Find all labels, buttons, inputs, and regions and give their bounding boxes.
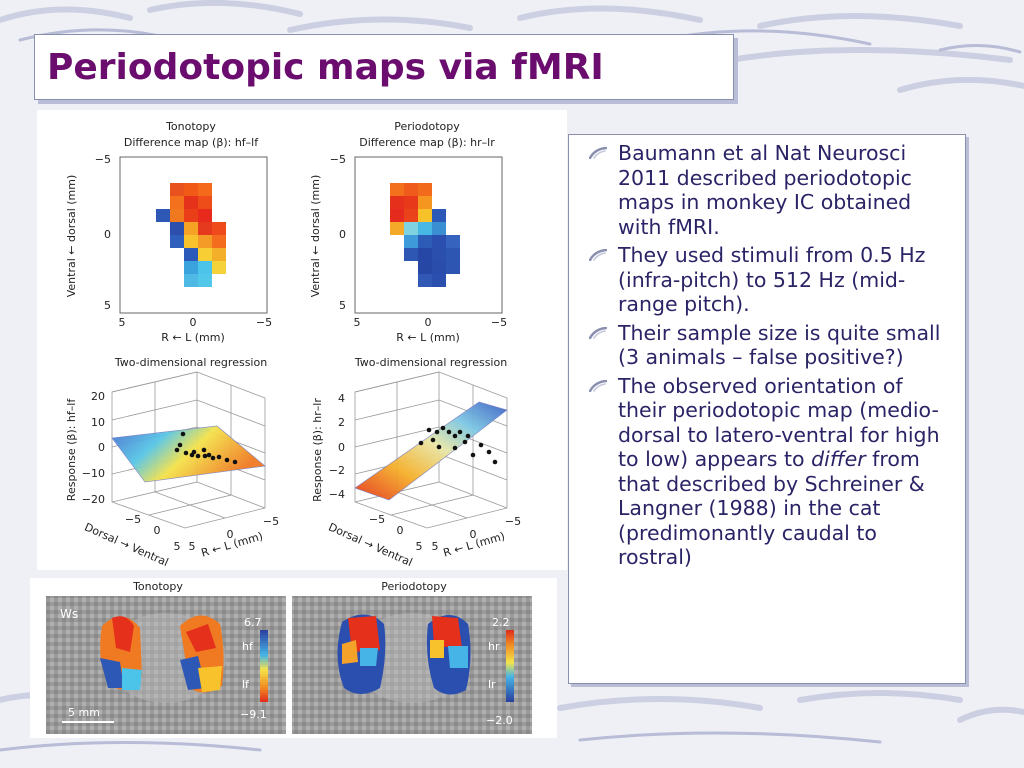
tonotopy-ztick-5: −20 <box>82 493 105 506</box>
periodotopy-regression-zlabel: Response (β): hr–lr <box>311 398 324 502</box>
bullet-text-1: Baumann et al Nat Neurosci 2011 describe… <box>618 141 912 239</box>
periodotopy-colorbar-lo: lr <box>488 678 496 691</box>
tonotopy-ylabel: Ventral ← dorsal (mm) <box>65 175 78 298</box>
periodotopy-map-subtitle: Difference map (β): hr–lr <box>359 136 495 149</box>
periodotopy-ytick-2: 0 <box>339 228 346 241</box>
tonotopy-ztick-1: 20 <box>91 390 105 403</box>
periodotopy-rtick-2: 0 <box>470 528 477 541</box>
periodotopy-dtick-1: −5 <box>369 513 385 526</box>
periodotopy-dtick-2: 0 <box>397 524 404 537</box>
tonotopy-regression-zlabel: Response (β): hf–lf <box>65 398 78 502</box>
figure-svg-bottom: Tonotopy Periodotopy Ws 5 mm 6.7 hf lf −… <box>46 580 532 734</box>
periodotopy-xtick-3: −5 <box>491 316 507 329</box>
tonotopy-map-title: Tonotopy <box>165 120 216 133</box>
tonotopy-regression-title: Two-dimensional regression <box>114 356 267 369</box>
tonotopy-brain-slice: Ws 5 mm 6.7 hf lf −9.1 <box>46 596 286 734</box>
periodotopy-ytick-3: 5 <box>339 299 346 312</box>
tonotopy-xtick-1: 5 <box>119 316 126 329</box>
slide-title: Periodotopic maps via fMRI <box>47 47 604 88</box>
periodotopy-ytick-1: −5 <box>330 153 346 166</box>
tonotopy-colorbar-min: −9.1 <box>240 708 267 721</box>
periodotopy-colorbar-min: −2.0 <box>486 714 513 727</box>
scale-bar-label: 5 mm <box>68 706 100 719</box>
periodotopy-colorbar-max: 2.2 <box>492 616 510 629</box>
tonotopy-rtick-2: 0 <box>227 528 234 541</box>
periodotopy-xlabel: R ← L (mm) <box>396 331 460 344</box>
bullet-item-2: They used stimuli from 0.5 Hz (infra-pit… <box>581 243 951 317</box>
tonotopy-slice-title: Tonotopy <box>132 580 183 593</box>
bullet-text-2: They used stimuli from 0.5 Hz (infra-pit… <box>618 243 926 316</box>
periodotopy-slice-title: Periodotopy <box>381 580 447 593</box>
bullet-list: Baumann et al Nat Neurosci 2011 describe… <box>569 135 965 570</box>
bullet-text-4-emphasis: differ <box>811 447 866 471</box>
periodotopy-difference-map: Periodotopy Difference map (β): hr–lr −5… <box>309 120 507 344</box>
bullet-item-1: Baumann et al Nat Neurosci 2011 describe… <box>581 141 951 239</box>
tonotopy-xtick-3: −5 <box>256 316 272 329</box>
periodotopy-regression-plot: Two-dimensional regression 4 2 0 −2 −4 R… <box>311 356 521 569</box>
bullet-text-box: Baumann et al Nat Neurosci 2011 describe… <box>568 134 966 684</box>
tonotopy-ztick-2: 10 <box>91 416 105 429</box>
figure-maps-and-regressions: Tonotopy Difference map (β): hf–lf −5 0 <box>37 110 567 570</box>
tonotopy-ytick-1: −5 <box>95 153 111 166</box>
bullet-item-3: Their sample size is quite small (3 anim… <box>581 321 951 370</box>
tonotopy-colorbar-hi: hf <box>242 640 254 653</box>
bullet-text-3: Their sample size is quite small (3 anim… <box>618 320 941 370</box>
tonotopy-difference-map: Tonotopy Difference map (β): hf–lf −5 0 <box>65 120 272 344</box>
periodotopy-dtick-3: 5 <box>416 540 423 553</box>
tonotopy-subject-tag: Ws <box>60 607 78 621</box>
periodotopy-ztick-2: 2 <box>338 416 345 429</box>
periodotopy-xtick-1: 5 <box>354 316 361 329</box>
bullet-swoosh-icon <box>589 249 607 261</box>
figure-svg-top: Tonotopy Difference map (β): hf–lf −5 0 <box>65 120 521 569</box>
tonotopy-ztick-3: 0 <box>98 441 105 454</box>
bullet-text-4-post: from that described by Schreiner & Langn… <box>618 447 925 569</box>
tonotopy-regression-plot: Two-dimensional regression 20 10 0 −10 −… <box>65 356 279 569</box>
bullet-swoosh-icon <box>589 379 607 392</box>
tonotopy-ztick-4: −10 <box>82 467 105 480</box>
tonotopy-xlabel: R ← L (mm) <box>161 331 225 344</box>
periodotopy-map-title: Periodotopy <box>394 120 460 133</box>
figure-brain-slices: Tonotopy Periodotopy Ws 5 mm 6.7 hf lf −… <box>30 578 557 738</box>
periodotopy-ylabel: Ventral ← dorsal (mm) <box>309 175 322 298</box>
tonotopy-dtick-3: 5 <box>174 540 181 553</box>
periodotopy-ztick-4: −2 <box>329 464 345 477</box>
tonotopy-ytick-2: 0 <box>104 228 111 241</box>
periodotopy-brain-slice: 2.2 hr lr −2.0 <box>292 596 532 734</box>
bullet-swoosh-icon <box>589 147 607 159</box>
tonotopy-ytick-3: 5 <box>104 299 111 312</box>
bullet-text-4-pre: The observed orientation of their period… <box>618 373 940 472</box>
tonotopy-colorbar-lo: lf <box>242 678 250 691</box>
periodotopy-regression-title: Two-dimensional regression <box>354 356 507 369</box>
title-box: Periodotopic maps via fMRI <box>34 34 734 100</box>
periodotopy-rtick-3: −5 <box>505 515 521 528</box>
periodotopy-ztick-1: 4 <box>338 392 345 405</box>
periodotopy-ztick-5: −4 <box>329 488 345 501</box>
bullet-swoosh-icon <box>589 326 607 339</box>
tonotopy-rtick-1: 5 <box>189 540 196 553</box>
tonotopy-rtick-3: −5 <box>263 515 279 528</box>
tonotopy-map-subtitle: Difference map (β): hf–lf <box>124 136 259 149</box>
periodotopy-xtick-2: 0 <box>425 316 432 329</box>
tonotopy-colorbar-max: 6.7 <box>244 616 262 629</box>
tonotopy-dtick-2: 0 <box>154 524 161 537</box>
tonotopy-dtick-1: −5 <box>125 513 141 526</box>
periodotopy-ztick-3: 0 <box>338 441 345 454</box>
tonotopy-xtick-2: 0 <box>190 316 197 329</box>
bullet-item-4: The observed orientation of their period… <box>581 374 951 570</box>
periodotopy-rtick-1: 5 <box>432 540 439 553</box>
periodotopy-colorbar-hi: hr <box>488 640 500 653</box>
